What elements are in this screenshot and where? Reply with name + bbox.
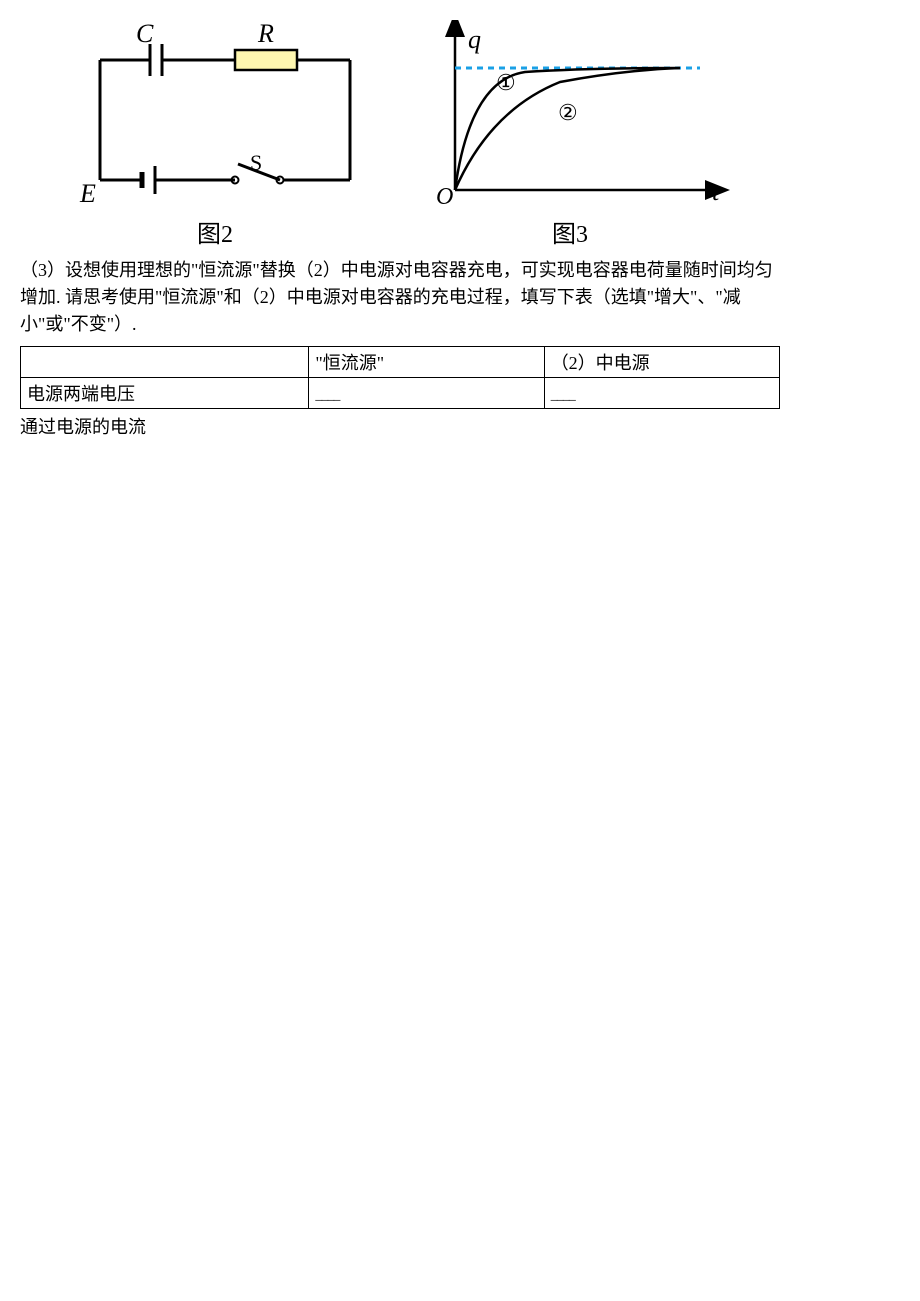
question-text: （3）设想使用理想的"恒流源"替换（2）中电源对电容器充电，可实现电容器电荷量随… [20, 257, 780, 338]
cell-voltage-source2 [544, 378, 779, 409]
table-row: 电源两端电压 [21, 378, 780, 409]
label-O: O [436, 184, 453, 210]
label-q: q [468, 25, 481, 54]
label-curve1: ① [496, 70, 516, 95]
label-C: C [136, 20, 154, 48]
label-curve2: ② [558, 100, 578, 125]
label-E: E [79, 179, 96, 208]
answer-table: "恒流源" （2）中电源 电源两端电压 [20, 346, 780, 409]
trailing-text: 通过电源的电流 [20, 413, 900, 439]
table-header-row: "恒流源" （2）中电源 [21, 347, 780, 378]
label-R: R [257, 20, 274, 48]
header-blank [21, 347, 309, 378]
header-constant-source: "恒流源" [309, 347, 544, 378]
graph-svg: q t O ① ② [410, 20, 730, 210]
header-source-2: （2）中电源 [544, 347, 779, 378]
figure-graph: q t O ① ② 图3 [410, 20, 730, 249]
label-t: t [712, 177, 720, 206]
circuit-svg: C R E S [60, 20, 370, 210]
figure-circuit: C R E S 图2 [60, 20, 370, 249]
row-label-voltage: 电源两端电压 [21, 378, 309, 409]
figures-row: C R E S 图2 q t O [20, 20, 900, 249]
cell-voltage-constant [309, 378, 544, 409]
graph-caption: 图3 [552, 214, 588, 249]
circuit-caption: 图2 [197, 214, 233, 249]
label-S: S [250, 150, 262, 175]
